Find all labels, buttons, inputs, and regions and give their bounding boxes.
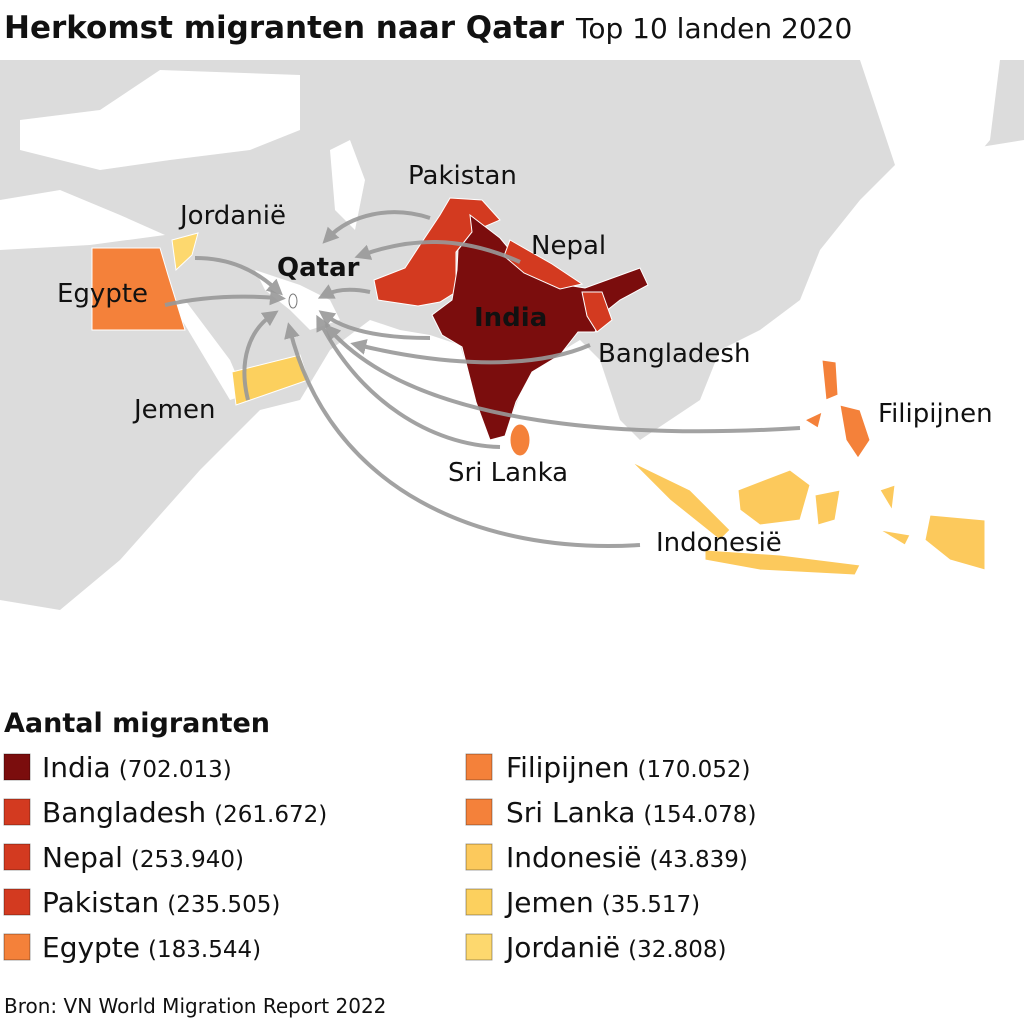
- legend-item: Bangladesh (261.672): [3, 796, 327, 829]
- legend-name: Bangladesh: [42, 796, 206, 829]
- map-label: Jordanië: [178, 201, 286, 231]
- map-label: Egypte: [57, 279, 148, 309]
- legend-item: Sri Lanka (154.078): [465, 796, 756, 829]
- legend-name: Nepal: [42, 841, 123, 874]
- country-sri-lanka: [509, 423, 531, 457]
- legend-item: Egypte (183.544): [3, 931, 261, 964]
- legend-swatch: [3, 933, 31, 961]
- legend-count: (170.052): [637, 757, 750, 783]
- map-label: Jemen: [132, 395, 215, 425]
- country-qatar: [288, 293, 298, 309]
- legend-item: Indonesië (43.839): [465, 841, 748, 874]
- map-label: Indonesië: [656, 528, 782, 558]
- title: Herkomst migranten naar Qatar: [4, 10, 565, 46]
- legend-name: India: [42, 751, 111, 784]
- legend-count: (35.517): [602, 892, 700, 918]
- legend-label: Filipijnen (170.052): [506, 751, 751, 784]
- legend-label: Pakistan (235.505): [42, 886, 280, 919]
- legend-name: Indonesië: [506, 841, 641, 874]
- legend-count: (702.013): [119, 757, 232, 783]
- country-jordanie: [171, 232, 199, 272]
- legend-swatch: [3, 798, 31, 826]
- country-jemen: [231, 354, 309, 406]
- map-label: Filipijnen: [878, 399, 993, 429]
- legend-count: (183.544): [148, 937, 261, 963]
- legend-swatch: [3, 753, 31, 781]
- legend-name: Filipijnen: [506, 751, 629, 784]
- legend-label: India (702.013): [42, 751, 232, 784]
- country-india: [431, 213, 649, 441]
- map-label: Nepal: [531, 231, 606, 261]
- legend-label: Egypte (183.544): [42, 931, 261, 964]
- legend-item: Jordanië (32.808): [465, 931, 727, 964]
- legend: India (702.013) Bangladesh (261.672) Nepal (2…: [3, 751, 756, 964]
- legend-label: Indonesië (43.839): [506, 841, 748, 874]
- country-indonesie: [631, 461, 986, 576]
- legend-count: (235.505): [167, 892, 280, 918]
- map-label: Qatar: [277, 253, 360, 283]
- legend-count: (154.078): [643, 802, 756, 828]
- legend-name: Sri Lanka: [506, 796, 635, 829]
- legend-swatch: [3, 843, 31, 871]
- map-label: Pakistan: [408, 161, 517, 191]
- legend-label: Jemen (35.517): [504, 886, 700, 919]
- legend-swatch: [3, 888, 31, 916]
- legend-name: Egypte: [42, 931, 140, 964]
- subtitle: Top 10 landen 2020: [575, 12, 852, 45]
- legend-count: (32.808): [628, 937, 726, 963]
- source: Bron: VN World Migration Report 2022: [4, 994, 386, 1018]
- legend-name: Jordanië: [504, 931, 620, 964]
- arrows: [164, 210, 801, 548]
- map-label: India: [474, 303, 547, 333]
- legend-title: Aantal migranten: [4, 708, 270, 739]
- legend-item: Filipijnen (170.052): [465, 751, 751, 784]
- legend-swatch: [465, 753, 493, 781]
- map-label: Bangladesh: [598, 339, 750, 369]
- legend-item: India (702.013): [3, 751, 232, 784]
- legend-item: Jemen (35.517): [465, 886, 700, 919]
- country-pakistan: [373, 197, 501, 307]
- legend-count: (253.940): [131, 847, 244, 873]
- country-filipijnen: [803, 359, 871, 459]
- legend-swatch: [465, 798, 493, 826]
- legend-swatch: [465, 933, 493, 961]
- legend-label: Nepal (253.940): [42, 841, 244, 874]
- legend-label: Sri Lanka (154.078): [506, 796, 756, 829]
- legend-item: Nepal (253.940): [3, 841, 244, 874]
- seas: [0, 60, 1024, 682]
- legend-count: (43.839): [649, 847, 747, 873]
- legend-name: Pakistan: [42, 886, 159, 919]
- map-label: Sri Lanka: [448, 458, 568, 488]
- legend-count: (261.672): [214, 802, 327, 828]
- legend-label: Bangladesh (261.672): [42, 796, 327, 829]
- map: Qatar India Pakistan Nepal Bangladesh Jo…: [0, 60, 1024, 682]
- legend-name: Jemen: [504, 886, 594, 919]
- country-bangladesh: [581, 291, 613, 333]
- legend-swatch: [465, 888, 493, 916]
- legend-label: Jordanië (32.808): [504, 931, 727, 964]
- legend-swatch: [465, 843, 493, 871]
- legend-item: Pakistan (235.505): [3, 886, 280, 919]
